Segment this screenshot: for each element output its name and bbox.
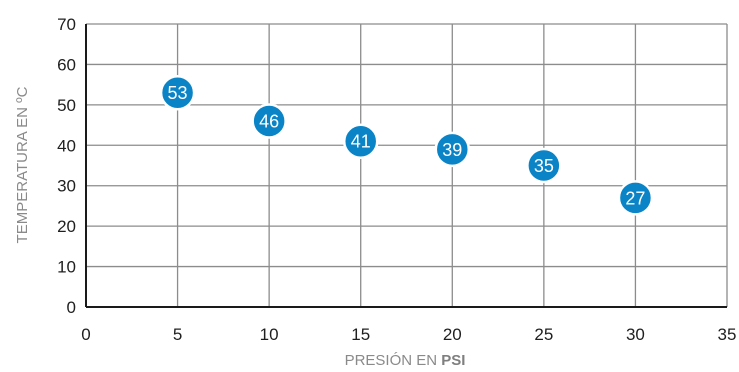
- y-tick-label-40: 40: [57, 136, 76, 155]
- y-axis-title: TEMPERATURA EN ºC: [14, 86, 31, 243]
- x-tick-labels: 0 5 10 15 20 25 30 35: [81, 325, 736, 344]
- x-tick-label-20: 20: [443, 325, 462, 344]
- data-point: 53: [159, 74, 196, 111]
- x-tick-label-10: 10: [260, 325, 279, 344]
- x-tick-label-25: 25: [534, 325, 553, 344]
- data-point-label: 27: [625, 188, 645, 208]
- data-points: 53 46 41 39 35 27: [159, 74, 654, 216]
- data-point-label: 46: [259, 112, 279, 132]
- data-point-marker: [342, 123, 379, 159]
- data-point: 35: [526, 147, 562, 184]
- data-point-label: 53: [168, 83, 188, 103]
- data-point: 41: [342, 123, 379, 159]
- data-point-marker: [251, 103, 287, 139]
- data-point-label: 35: [534, 156, 554, 176]
- y-tick-label-70: 70: [57, 15, 76, 34]
- data-point: 39: [434, 131, 471, 168]
- axes: [85, 24, 727, 308]
- data-point-marker: [617, 180, 654, 216]
- x-tick-label-15: 15: [351, 325, 370, 344]
- y-tick-label-50: 50: [57, 96, 76, 115]
- data-point-label: 41: [351, 132, 371, 152]
- data-point-marker: [526, 147, 562, 184]
- y-tick-label-10: 10: [57, 258, 76, 277]
- data-point: 27: [617, 180, 654, 216]
- x-axis-title-main: PRESIÓN EN: [345, 352, 442, 369]
- x-tick-label-0: 0: [81, 325, 90, 344]
- data-point-label: 39: [442, 140, 462, 160]
- grid: [86, 23, 728, 307]
- x-axis-title: PRESIÓN EN PSI: [345, 352, 466, 369]
- data-point-marker: [159, 74, 196, 111]
- y-tick-label-60: 60: [57, 55, 76, 74]
- data-point-marker: [434, 131, 471, 168]
- x-tick-label-30: 30: [626, 325, 645, 344]
- y-tick-label-0: 0: [67, 298, 76, 317]
- x-tick-label-5: 5: [173, 325, 182, 344]
- data-point: 46: [251, 103, 287, 139]
- x-axis-title-unit: PSI: [441, 352, 465, 369]
- y-tick-label-30: 30: [57, 177, 76, 196]
- y-tick-label-20: 20: [57, 217, 76, 236]
- x-tick-label-35: 35: [718, 325, 737, 344]
- y-tick-labels: 0 10 20 30 40 50 60 70: [57, 15, 76, 317]
